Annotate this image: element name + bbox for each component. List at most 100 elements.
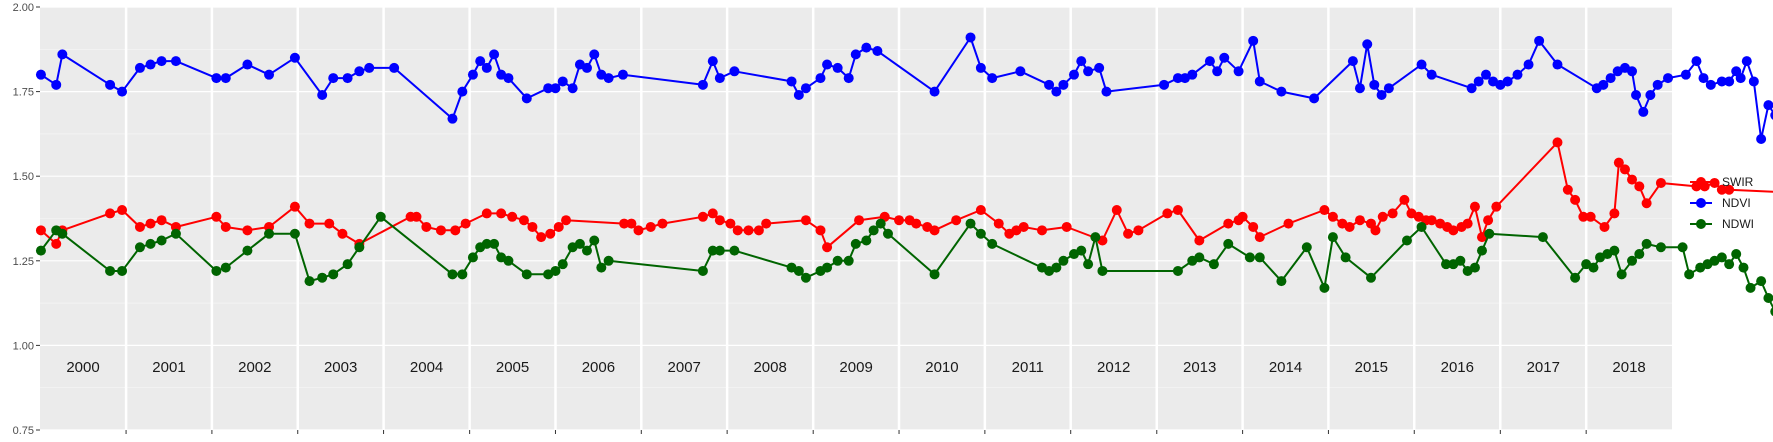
y-axis: 0.75 1.00 1.25 1.50 1.75 2.00	[13, 2, 40, 437]
data-point-ndvi	[1716, 76, 1727, 87]
data-point-ndwi	[1634, 249, 1645, 260]
data-point-swir	[117, 205, 128, 216]
data-point-ndvi	[1416, 59, 1427, 70]
data-point-ndwi	[328, 269, 339, 280]
data-point-swir	[496, 208, 507, 219]
data-point-swir	[1585, 211, 1596, 222]
data-point-ndwi	[1716, 252, 1727, 263]
data-point-swir	[1426, 215, 1437, 226]
data-point-swir	[105, 208, 116, 219]
data-point-swir	[657, 218, 668, 229]
data-point-ndvi	[872, 45, 883, 56]
data-point-ndvi	[1101, 86, 1112, 97]
data-point-ndvi	[1276, 86, 1287, 97]
data-point-ndvi	[1354, 83, 1365, 94]
data-point-swir	[1327, 211, 1338, 222]
data-point-ndvi	[1051, 86, 1062, 97]
data-point-swir	[1469, 201, 1480, 212]
data-point-ndwi	[1051, 262, 1062, 273]
data-point-ndwi	[105, 265, 116, 276]
data-point-ndvi	[1219, 52, 1230, 63]
data-point-ndvi	[1741, 56, 1752, 67]
data-point-swir	[1619, 164, 1630, 175]
data-point-ndwi	[447, 269, 458, 280]
data-point-swir	[993, 218, 1004, 229]
data-point-swir	[1609, 208, 1620, 219]
year-labels: 2000 2001 2002 2003 2004 2005 2006 2007 2008 2009…	[66, 359, 1645, 376]
year-label: 2015	[1355, 359, 1388, 376]
data-point-ndwi	[375, 211, 386, 222]
data-point-ndvi	[1480, 69, 1491, 80]
data-point-swir	[1237, 211, 1248, 222]
data-point-swir	[337, 228, 348, 239]
data-point-ndwi	[550, 265, 561, 276]
data-point-ndwi	[1194, 252, 1205, 263]
data-point-swir	[421, 221, 432, 232]
data-point-ndvi	[1756, 133, 1767, 144]
data-point-swir	[854, 215, 865, 226]
data-point-ndvi	[342, 73, 353, 84]
data-point-ndwi	[264, 228, 275, 239]
data-point-ndvi	[1638, 106, 1649, 117]
data-point-swir	[134, 221, 145, 232]
data-point-ndwi	[1244, 252, 1255, 263]
year-label: 2008	[753, 359, 786, 376]
data-point-ndwi	[304, 276, 315, 287]
year-label: 2010	[925, 359, 958, 376]
data-point-swir	[156, 215, 167, 226]
data-point-ndvi	[1204, 56, 1215, 67]
data-point-ndwi	[35, 245, 46, 256]
data-point-swir	[753, 225, 764, 236]
data-point-swir	[1634, 181, 1645, 192]
legend-marker	[1696, 177, 1706, 187]
data-point-ndwi	[965, 218, 976, 229]
data-point-ndvi	[1233, 66, 1244, 77]
data-point-ndvi	[1631, 89, 1642, 100]
data-point-ndvi	[714, 73, 725, 84]
data-point-ndwi	[1627, 255, 1638, 266]
data-point-swir	[822, 242, 833, 253]
data-point-ndwi	[843, 255, 854, 266]
data-point-swir	[507, 211, 518, 222]
data-point-ndvi	[1172, 73, 1183, 84]
data-point-ndvi	[929, 86, 940, 97]
data-point-swir	[1194, 235, 1205, 246]
data-point-ndwi	[242, 245, 253, 256]
series-swir	[35, 137, 1773, 253]
data-point-ndvi	[707, 56, 718, 67]
data-point-ndvi	[1094, 62, 1105, 73]
data-point-ndwi	[1076, 245, 1087, 256]
data-point-ndwi	[1537, 232, 1548, 243]
data-point-ndwi	[1058, 255, 1069, 266]
data-point-ndvi	[145, 59, 156, 70]
year-label: 2006	[582, 359, 615, 376]
data-point-ndwi	[1655, 242, 1666, 253]
data-point-ndvi	[581, 62, 592, 73]
data-point-swir	[242, 225, 253, 236]
data-point-ndvi	[170, 56, 181, 67]
data-point-ndvi	[1015, 66, 1026, 77]
data-point-ndwi	[342, 259, 353, 270]
data-point-ndvi	[1466, 83, 1477, 94]
data-point-ndwi	[117, 265, 128, 276]
data-point-ndwi	[57, 228, 68, 239]
data-point-ndvi	[57, 49, 68, 60]
data-point-ndwi	[574, 238, 585, 249]
data-point-swir	[894, 215, 905, 226]
data-point-ndwi	[211, 265, 222, 276]
data-point-swir	[732, 225, 743, 236]
data-point-swir	[800, 215, 811, 226]
data-point-swir	[1578, 211, 1589, 222]
data-point-ndvi	[242, 59, 253, 70]
data-point-swir	[518, 215, 529, 226]
data-point-ndwi	[581, 245, 592, 256]
data-point-ndvi	[987, 73, 998, 84]
data-point-ndwi	[1763, 293, 1773, 304]
data-point-swir	[1344, 221, 1355, 232]
data-point-swir	[1491, 201, 1502, 212]
data-point-ndvi	[1083, 66, 1094, 77]
data-point-ndvi	[1076, 56, 1087, 67]
data-point-ndvi	[729, 66, 740, 77]
data-point-ndvi	[1645, 89, 1656, 100]
data-point-swir	[1254, 232, 1265, 243]
